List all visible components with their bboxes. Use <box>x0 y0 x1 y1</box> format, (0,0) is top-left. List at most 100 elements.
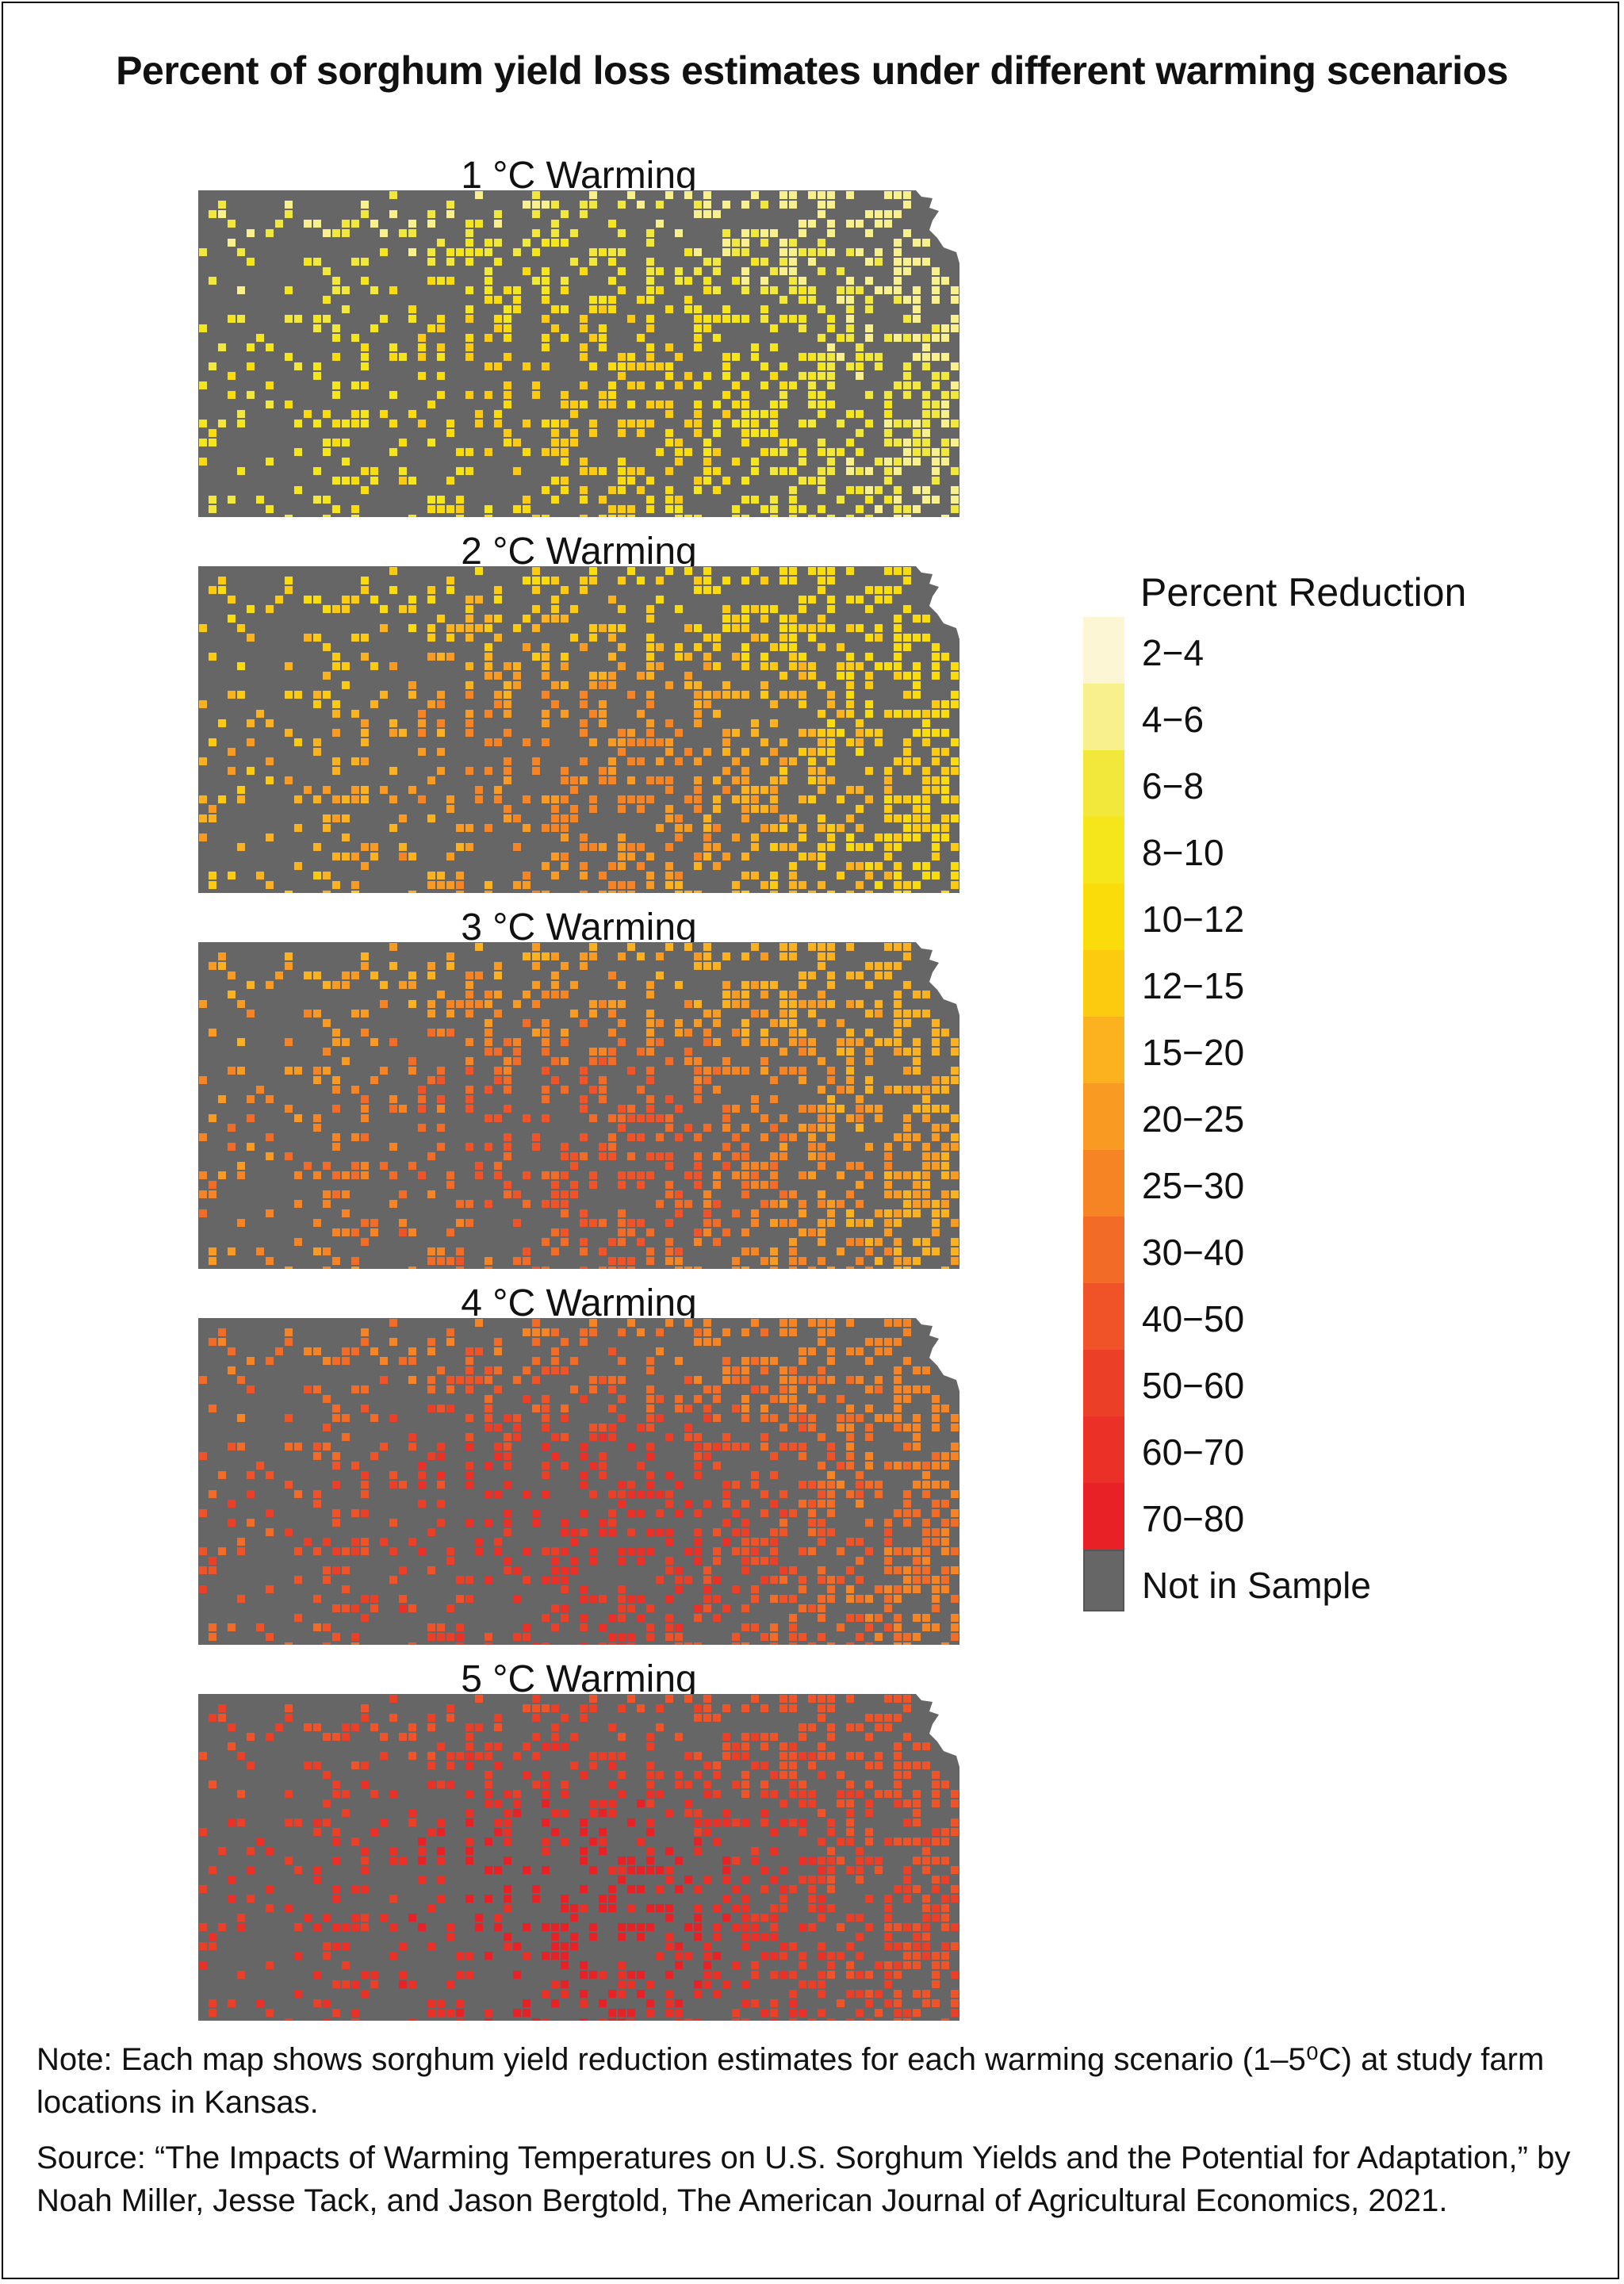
farm-cell <box>884 567 892 575</box>
farm-cell <box>703 814 711 822</box>
farm-cell <box>741 577 749 584</box>
farm-cell <box>789 1366 797 1374</box>
farm-cell <box>304 1914 312 1922</box>
farm-cell <box>941 1642 949 1645</box>
farm-cell <box>332 420 340 427</box>
farm-cell <box>513 286 521 294</box>
farm-cell <box>760 1038 768 1046</box>
farm-cell <box>789 1219 797 1227</box>
farm-cell <box>646 1904 654 1912</box>
farm-cell <box>532 248 540 256</box>
farm-cell <box>703 1405 711 1412</box>
farm-cell <box>665 943 673 951</box>
farm-cell <box>418 1500 426 1508</box>
farm-cell <box>599 1095 607 1103</box>
farm-cell <box>856 1490 864 1498</box>
farm-cell <box>903 1585 911 1593</box>
farm-cell <box>741 662 749 670</box>
farm-cell <box>361 1385 369 1393</box>
farm-cell <box>913 1209 921 1217</box>
farm-cell <box>818 853 825 860</box>
farm-cell <box>551 981 559 989</box>
map-2c-warming: 2 °C Warming <box>198 528 959 901</box>
farm-cell <box>465 1385 473 1393</box>
farm-cell <box>779 315 787 323</box>
kansas-map-1c <box>198 190 959 517</box>
farm-cell <box>789 1319 797 1327</box>
farm-cell <box>703 962 711 970</box>
farm-cell <box>618 1490 626 1498</box>
farm-cell <box>551 239 559 247</box>
farm-cell <box>827 757 835 765</box>
farm-cell <box>427 653 435 661</box>
farm-cell <box>713 1547 721 1555</box>
farm-cell <box>856 1471 864 1479</box>
farm-cell <box>894 1566 902 1574</box>
farm-cell <box>951 486 959 494</box>
farm-cell <box>732 1267 740 1269</box>
farm-cell <box>818 1528 825 1536</box>
farm-cell <box>599 1048 607 1056</box>
farm-cell <box>808 477 816 485</box>
farm-cell <box>542 1395 550 1403</box>
farm-cell <box>599 305 607 313</box>
farm-cell <box>266 1885 274 1893</box>
farm-cell <box>741 767 749 775</box>
farm-cell <box>646 1828 654 1836</box>
farm-cell <box>932 729 940 737</box>
farm-cell <box>903 1328 911 1336</box>
farm-cell <box>941 391 949 399</box>
farm-cell <box>770 286 778 294</box>
farm-cell <box>684 1124 692 1132</box>
farm-cell <box>561 400 569 408</box>
farm-cell <box>703 1942 711 1950</box>
farm-cell <box>608 971 616 979</box>
farm-cell <box>694 305 702 313</box>
farm-cell <box>494 362 502 370</box>
farm-cell <box>618 981 626 989</box>
farm-cell <box>827 1876 835 1884</box>
farm-cell <box>285 891 293 893</box>
farm-cell <box>646 1105 654 1113</box>
farm-cell <box>684 1695 692 1703</box>
farm-cell <box>618 1752 626 1760</box>
farm-cell <box>580 952 588 960</box>
farm-cell <box>656 1328 664 1336</box>
farm-cell <box>675 881 683 889</box>
farm-cell <box>846 1828 854 1836</box>
farm-cell <box>465 353 473 361</box>
farm-cell <box>741 429 749 437</box>
farm-cell <box>751 258 759 266</box>
farm-cell <box>770 805 778 813</box>
farm-cell <box>703 1328 711 1336</box>
farm-cell <box>408 1980 416 1988</box>
farm-cell <box>427 814 435 822</box>
farm-cell <box>903 795 911 803</box>
farm-cell <box>799 286 806 294</box>
farm-cell <box>913 1443 921 1450</box>
farm-cell <box>818 1143 825 1151</box>
farm-cell <box>856 1181 864 1189</box>
farm-cell <box>789 814 797 822</box>
farm-cell <box>228 1519 236 1527</box>
farm-cell <box>913 1585 921 1593</box>
farm-cell <box>561 1238 569 1246</box>
farm-cell <box>703 324 711 332</box>
farm-cell <box>894 1771 902 1779</box>
farm-cell <box>504 729 511 737</box>
farm-cell <box>627 467 635 475</box>
farm-cell <box>903 891 911 893</box>
farm-cell <box>332 1980 340 1988</box>
farm-cell <box>932 834 940 841</box>
farm-cell <box>418 729 426 737</box>
farm-cell <box>722 1980 730 1988</box>
farm-cell <box>465 1366 473 1374</box>
farm-cell <box>827 1576 835 1584</box>
farm-cell <box>741 991 749 998</box>
farm-cell <box>456 1000 464 1008</box>
farm-cell <box>951 767 959 775</box>
farm-cell <box>951 1257 959 1265</box>
farm-cell <box>884 1519 892 1527</box>
farm-cell <box>713 467 721 475</box>
farm-cell <box>304 1723 312 1731</box>
